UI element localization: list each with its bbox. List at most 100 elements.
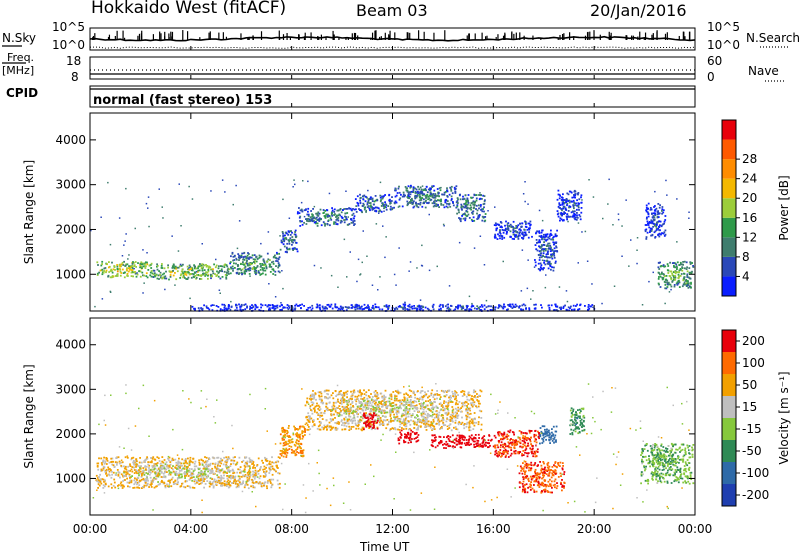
heatmap-cell bbox=[299, 438, 302, 440]
heatmap-cell bbox=[141, 267, 143, 269]
heatmap-cell bbox=[153, 269, 156, 272]
heatmap-cell bbox=[399, 197, 402, 200]
heatmap-cell bbox=[538, 250, 541, 253]
heatmap-cell bbox=[245, 480, 248, 483]
heatmap-cell bbox=[460, 423, 463, 425]
heatmap-cell bbox=[282, 434, 285, 437]
heatmap-cell bbox=[96, 462, 99, 465]
heatmap-cell bbox=[152, 478, 155, 481]
heatmap-cell bbox=[104, 267, 107, 269]
heatmap-cell bbox=[203, 461, 206, 464]
heatmap-cell bbox=[452, 202, 454, 204]
heatmap-cell bbox=[404, 422, 407, 425]
heatmap-cell bbox=[162, 217, 164, 219]
heatmap-cell bbox=[456, 305, 459, 308]
heatmap-cell bbox=[142, 292, 144, 294]
heatmap-cell bbox=[446, 187, 448, 190]
heatmap-cell bbox=[120, 461, 123, 464]
heatmap-cell bbox=[173, 264, 175, 267]
heatmap-cell bbox=[251, 268, 254, 270]
heatmap-cell bbox=[372, 405, 375, 408]
heatmap-cell bbox=[363, 194, 366, 197]
heatmap-cell bbox=[228, 273, 230, 275]
heatmap-cell bbox=[285, 250, 288, 253]
heatmap-cell bbox=[371, 207, 374, 209]
heatmap-cell bbox=[516, 227, 518, 229]
heatmap-cell bbox=[289, 237, 292, 240]
heatmap-cell bbox=[133, 265, 136, 267]
heatmap-cell bbox=[136, 479, 138, 481]
heatmap-cell bbox=[653, 219, 656, 221]
heatmap-cell bbox=[244, 270, 247, 272]
heatmap-cell bbox=[346, 393, 348, 396]
heatmap-cell bbox=[661, 212, 663, 215]
heatmap-cell bbox=[435, 423, 437, 425]
heatmap-cell bbox=[309, 428, 312, 430]
heatmap-cell bbox=[612, 224, 614, 226]
heatmap-cell bbox=[581, 231, 583, 233]
heatmap-cell bbox=[125, 471, 128, 474]
heatmap-cell bbox=[239, 256, 242, 258]
heatmap-cell bbox=[135, 466, 137, 468]
heatmap-cell bbox=[230, 266, 232, 269]
heatmap-cell bbox=[439, 303, 442, 306]
heatmap-cell bbox=[507, 227, 510, 230]
heatmap-cell bbox=[229, 480, 231, 483]
heatmap-cell bbox=[579, 215, 582, 218]
heatmap-cell bbox=[424, 189, 427, 191]
heatmap-cell bbox=[161, 467, 164, 470]
heatmap-cell bbox=[257, 271, 260, 274]
heatmap-cell bbox=[455, 399, 458, 402]
heatmap-cell bbox=[470, 208, 472, 211]
heatmap-cell bbox=[247, 470, 250, 473]
heatmap-cell bbox=[359, 306, 362, 309]
heatmap-cell bbox=[417, 185, 419, 188]
heatmap-cell bbox=[223, 270, 226, 273]
heatmap-cell bbox=[178, 462, 180, 464]
heatmap-cell bbox=[305, 218, 307, 220]
heatmap-cell bbox=[499, 229, 501, 232]
heatmap-cell bbox=[233, 480, 235, 483]
heatmap-cell bbox=[100, 479, 102, 481]
heatmap-cell bbox=[167, 264, 169, 267]
heatmap-cell bbox=[176, 483, 179, 485]
heatmap-cell bbox=[483, 200, 486, 203]
heatmap-cell bbox=[576, 303, 578, 306]
heatmap-cell bbox=[678, 269, 681, 272]
heatmap-cell bbox=[206, 265, 209, 267]
heatmap-cell bbox=[268, 265, 271, 268]
heatmap-cell bbox=[484, 216, 487, 218]
heatmap-cell bbox=[507, 225, 509, 228]
heatmap-cell bbox=[215, 470, 218, 473]
heatmap-cell bbox=[273, 308, 276, 311]
heatmap-cell bbox=[653, 212, 656, 215]
heatmap-cell bbox=[376, 206, 379, 209]
heatmap-cell bbox=[202, 467, 205, 470]
heatmap-cell bbox=[465, 207, 468, 210]
heatmap-cell bbox=[534, 264, 537, 267]
heatmap-cell bbox=[567, 200, 570, 202]
heatmap-cell bbox=[518, 234, 521, 237]
heatmap-cell bbox=[268, 283, 270, 285]
heatmap-cell bbox=[345, 411, 348, 414]
heatmap-cell bbox=[284, 434, 286, 436]
heatmap-cell bbox=[235, 257, 237, 260]
heatmap-cell bbox=[298, 304, 300, 307]
heatmap-cell bbox=[112, 464, 115, 467]
heatmap-cell bbox=[120, 464, 123, 467]
heatmap-cell bbox=[252, 470, 254, 473]
heatmap-cell bbox=[424, 188, 427, 190]
heatmap-cell bbox=[472, 210, 475, 213]
heatmap-cell bbox=[465, 199, 467, 202]
heatmap-cell bbox=[408, 408, 411, 410]
heatmap-cell bbox=[286, 304, 289, 306]
heatmap-cell bbox=[143, 282, 145, 284]
heatmap-cell bbox=[466, 398, 469, 401]
heatmap-cell bbox=[267, 480, 269, 483]
heatmap-cell bbox=[345, 421, 348, 424]
heatmap-cell bbox=[543, 244, 546, 246]
heatmap-cell bbox=[422, 193, 425, 195]
heatmap-cell bbox=[232, 255, 235, 258]
heatmap-cell bbox=[279, 453, 282, 455]
heatmap-cell bbox=[98, 476, 100, 478]
